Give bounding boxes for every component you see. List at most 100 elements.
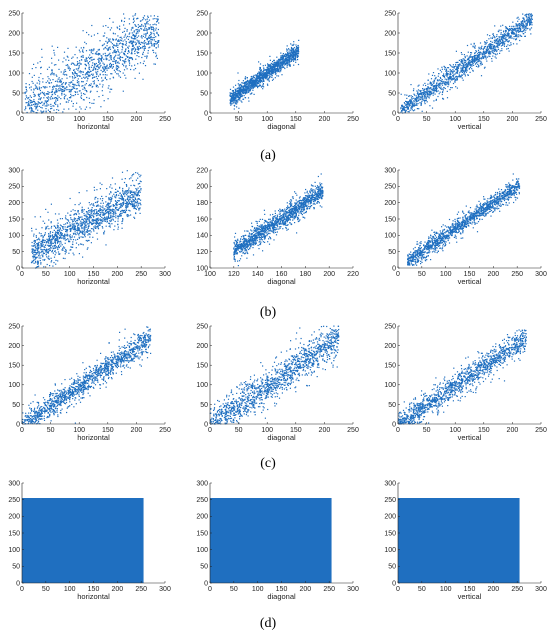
data-point <box>242 98 245 100</box>
data-point <box>34 254 36 256</box>
data-point <box>73 85 75 87</box>
data-point <box>31 80 33 83</box>
data-point <box>247 97 250 99</box>
data-point <box>272 69 274 71</box>
data-point <box>41 107 43 109</box>
data-point <box>232 90 235 92</box>
data-point <box>528 17 530 19</box>
data-point <box>237 93 239 95</box>
data-point <box>104 219 106 221</box>
data-point <box>131 27 133 29</box>
data-point <box>457 64 459 66</box>
data-point <box>132 48 134 50</box>
data-point <box>109 91 111 93</box>
data-point <box>419 96 421 98</box>
data-point <box>93 82 95 84</box>
data-point <box>475 59 477 61</box>
data-point <box>494 25 496 27</box>
data-point <box>74 229 76 231</box>
data-point <box>93 83 95 85</box>
data-point <box>135 208 137 210</box>
y-tick-label: 200 <box>196 30 208 37</box>
data-point <box>441 91 444 94</box>
data-point <box>297 45 299 47</box>
data-point <box>117 50 119 52</box>
data-point <box>450 79 452 81</box>
data-point <box>282 63 284 65</box>
data-point <box>455 62 457 64</box>
data-point <box>49 265 51 267</box>
data-point <box>471 63 473 66</box>
data-point <box>125 49 127 51</box>
data-point <box>462 62 464 64</box>
data-point <box>259 70 261 72</box>
data-point <box>101 71 104 73</box>
data-point <box>118 197 120 199</box>
data-point <box>83 226 85 228</box>
data-point <box>435 86 437 88</box>
data-point <box>283 62 285 64</box>
data-point <box>420 98 422 101</box>
data-point <box>278 61 280 63</box>
data-point <box>293 41 295 43</box>
data-point <box>262 84 264 86</box>
data-point <box>118 203 120 205</box>
data-point <box>445 68 448 70</box>
data-point <box>75 91 77 94</box>
y-tick-label: 0 <box>16 110 20 117</box>
data-point <box>244 90 246 92</box>
data-point <box>57 239 59 241</box>
data-point <box>409 109 411 111</box>
data-point <box>239 98 241 100</box>
data-point <box>131 58 133 60</box>
data-point <box>116 26 118 28</box>
data-point <box>116 190 119 192</box>
data-point <box>104 52 106 54</box>
data-point <box>407 101 409 103</box>
data-point <box>490 40 492 42</box>
data-point <box>487 48 489 50</box>
data-point <box>28 100 30 102</box>
data-point <box>465 69 467 71</box>
data-point <box>456 79 458 81</box>
data-point <box>421 94 423 96</box>
data-point <box>461 71 463 73</box>
data-point <box>80 47 82 49</box>
data-point <box>463 58 465 60</box>
data-point <box>453 70 456 72</box>
data-point <box>245 91 247 93</box>
data-point <box>54 232 56 234</box>
data-point <box>37 238 39 240</box>
data-point <box>468 68 470 70</box>
data-point <box>106 217 108 219</box>
data-point <box>47 109 49 111</box>
data-point <box>242 80 244 82</box>
data-point <box>110 58 112 60</box>
data-point <box>251 88 253 90</box>
data-point <box>417 92 419 94</box>
data-point <box>258 80 261 82</box>
data-point <box>115 61 117 63</box>
data-point <box>40 97 42 99</box>
data-point <box>135 191 137 193</box>
data-point <box>283 58 285 60</box>
data-point <box>252 83 254 85</box>
data-point <box>50 108 52 110</box>
data-point <box>252 79 254 81</box>
data-point <box>40 73 42 75</box>
data-point <box>134 37 136 39</box>
data-point <box>471 56 473 58</box>
data-point <box>134 207 136 209</box>
data-point <box>130 68 132 71</box>
data-point <box>521 21 523 23</box>
data-point <box>295 52 297 54</box>
data-point <box>102 94 104 96</box>
data-point <box>135 201 137 203</box>
data-point <box>246 86 248 88</box>
data-point <box>508 28 510 30</box>
data-point <box>134 24 136 26</box>
data-point <box>130 40 132 42</box>
data-point <box>294 58 296 60</box>
data-point <box>259 66 261 69</box>
data-point <box>73 229 75 231</box>
